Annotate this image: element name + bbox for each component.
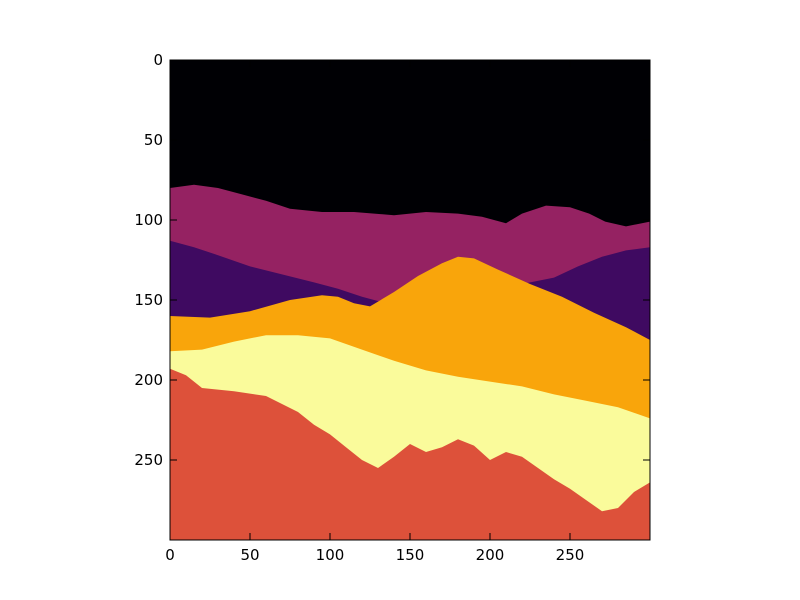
- tick-labels: 0 50 100 150 200 250 0 50 100 150 200 250: [134, 51, 584, 564]
- y-tick-label: 150: [134, 291, 163, 309]
- heatmap-image: [170, 60, 650, 540]
- x-tick-label: 250: [556, 546, 585, 564]
- y-tick-label: 50: [144, 131, 163, 149]
- x-tick-label: 100: [316, 546, 345, 564]
- y-tick-label: 200: [134, 371, 163, 389]
- y-tick-label: 250: [134, 451, 163, 469]
- region-foreground: [170, 368, 650, 540]
- x-tick-label: 0: [165, 546, 175, 564]
- y-tick-label: 100: [134, 211, 163, 229]
- x-tick-label: 200: [476, 546, 505, 564]
- x-tick-label: 150: [396, 546, 425, 564]
- x-tick-label: 50: [240, 546, 259, 564]
- plot-frame: [169, 59, 651, 541]
- y-tick-label: 0: [153, 51, 163, 69]
